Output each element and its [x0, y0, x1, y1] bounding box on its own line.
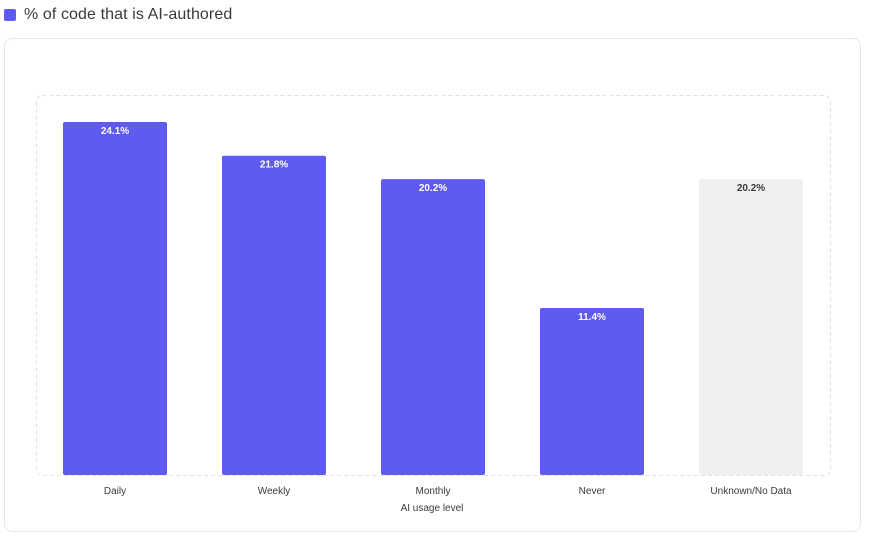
- x-tick-label: Never: [579, 486, 606, 497]
- x-tick-labels-group: Daily Weekly Monthly Never Unknown/No Data: [104, 486, 792, 497]
- bar-value-label: 20.2%: [737, 183, 765, 194]
- bar-unknown-no-data: [699, 179, 803, 475]
- x-tick-label: Weekly: [258, 486, 291, 497]
- x-tick-label: Unknown/No Data: [710, 486, 792, 497]
- legend-swatch: [4, 9, 16, 21]
- bar-daily: [63, 122, 167, 475]
- bar-value-label: 21.8%: [260, 160, 288, 171]
- bar-monthly: [381, 179, 485, 475]
- x-axis-title: AI usage level: [401, 503, 464, 514]
- bar-value-label: 24.1%: [101, 126, 129, 137]
- plot-area-border: [36, 95, 831, 476]
- legend-label: % of code that is AI-authored: [24, 6, 233, 23]
- x-tick-label: Monthly: [415, 486, 450, 497]
- chart-legend: % of code that is AI-authored: [4, 5, 232, 25]
- value-labels-group: 24.1% 21.8% 20.2% 11.4% 20.2%: [101, 126, 765, 323]
- x-tick-label: Daily: [104, 486, 126, 497]
- bar-never: [540, 308, 644, 475]
- bar-value-label: 20.2%: [419, 183, 447, 194]
- bars-group: [63, 122, 803, 476]
- bar-weekly: [222, 155, 326, 476]
- bar-value-label: 11.4%: [578, 312, 606, 323]
